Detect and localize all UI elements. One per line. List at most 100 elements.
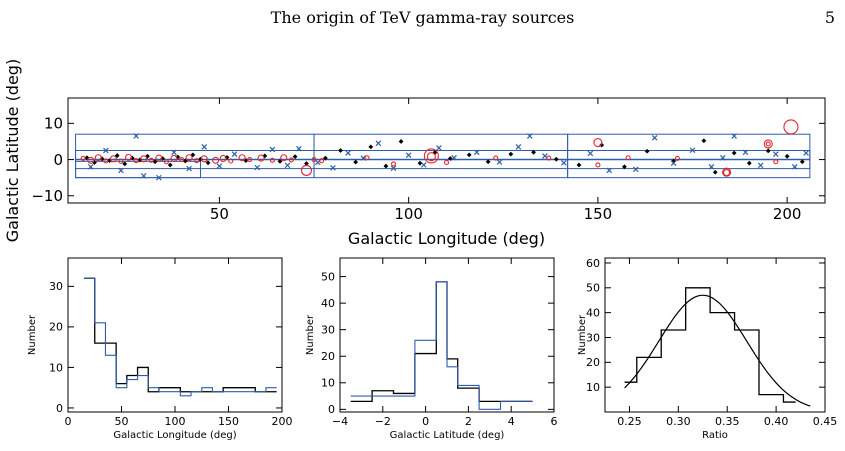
data-point-diamond (99, 156, 105, 162)
y-tick-label: 0 (56, 402, 63, 415)
plot-frame (604, 257, 826, 413)
survey-region-box (313, 133, 569, 179)
data-point-cross (587, 150, 594, 157)
data-point-cross (791, 163, 798, 170)
data-point-diamond (417, 160, 423, 166)
data-point-cross (186, 165, 192, 172)
y-tick-label: 10 (49, 361, 63, 374)
longitude-histogram-panel: 0 50 100 150 200 0 10 20 30 Galactic Longitude (d… (27, 257, 293, 441)
data-point-cross (140, 173, 147, 179)
data-point-cross (330, 165, 336, 171)
x-tick-label: 100 (394, 205, 423, 223)
y-tick-label: 30 (586, 331, 600, 344)
data-point-circle (179, 157, 185, 163)
x-tick-label: 0.30 (666, 415, 691, 428)
data-point-diamond (576, 162, 582, 168)
data-point-cross (390, 165, 397, 172)
data-point-cross (515, 144, 522, 150)
data-point-cross (561, 159, 567, 166)
data-point-cross (405, 152, 412, 159)
y-axis-label: Number (577, 314, 588, 355)
data-point-diamond (553, 156, 559, 162)
x-tick-label: 100 (165, 415, 186, 428)
page-number: 5 (824, 8, 835, 27)
data-point-cross (436, 145, 442, 151)
data-point-diamond (508, 151, 514, 157)
y-tick-label: 0 (53, 151, 63, 169)
histogram-step-line (624, 287, 796, 403)
data-point-cross (201, 144, 208, 150)
data-point-cross (757, 162, 764, 169)
x-tick-label: 0.40 (764, 415, 789, 428)
data-point-cross (216, 163, 223, 169)
latitude-histogram-panel: −4 −2 0 2 4 6 0 10 20 30 40 50 Galactic Latitude (de… (305, 257, 558, 441)
data-point-diamond (368, 144, 374, 150)
y-axis-label: Number (305, 314, 316, 355)
data-point-cross (496, 159, 503, 165)
x-axis-label: Galactic Longitude (deg) (113, 430, 236, 441)
data-point-diamond (137, 157, 143, 163)
running-title: The origin of TeV gamma-ray sources (270, 8, 575, 27)
data-point-cross (345, 150, 351, 156)
x-tick-label: 0.45 (813, 415, 838, 428)
x-tick-label: 2 (465, 415, 472, 428)
data-point-cross (473, 149, 480, 156)
data-point-circle (140, 155, 148, 163)
y-tick-label: 10 (321, 377, 335, 390)
data-point-cross (772, 151, 779, 157)
y-axis-label: Number (27, 314, 38, 355)
y-tick-label: 30 (321, 324, 335, 337)
data-point-circle (423, 148, 439, 164)
data-point-cross (526, 133, 533, 139)
data-point-cross (803, 150, 809, 156)
data-point-cross (651, 135, 658, 141)
data-point-diamond (485, 159, 491, 165)
data-point-diamond (292, 154, 298, 160)
x-tick-label: 50 (115, 415, 129, 428)
data-point-cross (731, 133, 737, 139)
data-point-circle (212, 156, 220, 164)
data-point-circle (723, 169, 731, 177)
data-point-circle (763, 139, 773, 149)
data-point-diamond (644, 148, 650, 154)
data-point-circle (118, 158, 124, 164)
sky-map-panel: 50 100 150 200 −10 0 10 Galactic Longitude (deg… (3, 59, 826, 248)
data-point-circle (773, 159, 779, 165)
data-point-circle (269, 157, 275, 163)
data-point-circle (133, 158, 139, 164)
x-axis-label: Galactic Longitude (deg) (348, 229, 545, 248)
x-tick-label: −4 (332, 415, 348, 428)
data-point-cross (269, 146, 276, 153)
data-point-diamond (765, 148, 771, 154)
data-point-cross (606, 167, 613, 174)
data-point-circle (170, 154, 178, 163)
data-point-circle (155, 154, 163, 162)
data-point-circle (546, 155, 552, 161)
data-point-circle (674, 155, 680, 162)
data-point-circle (280, 154, 288, 162)
data-point-diamond (152, 159, 158, 165)
data-point-circle (288, 157, 294, 163)
data-point-cross (284, 162, 291, 169)
data-point-cross (719, 154, 726, 161)
data-point-diamond (338, 148, 343, 153)
data-point-cross (632, 166, 639, 173)
data-point-cross (296, 145, 302, 152)
data-point-cross (156, 174, 162, 181)
y-tick-label: 10 (44, 115, 63, 133)
data-point-cross (87, 163, 94, 170)
data-point-diamond (701, 138, 707, 144)
data-point-cross (133, 133, 139, 139)
data-point-diamond (398, 139, 404, 144)
data-point-diamond (243, 158, 249, 164)
histogram-step-line (84, 277, 277, 393)
data-point-diamond (304, 161, 309, 166)
histogram-step-line (350, 281, 533, 410)
data-point-circle (194, 158, 200, 164)
data-point-circle (426, 152, 436, 162)
data-point-circle (163, 159, 169, 165)
data-point-circle (185, 154, 193, 162)
survey-region-box (75, 133, 315, 179)
data-point-circle (390, 161, 397, 167)
